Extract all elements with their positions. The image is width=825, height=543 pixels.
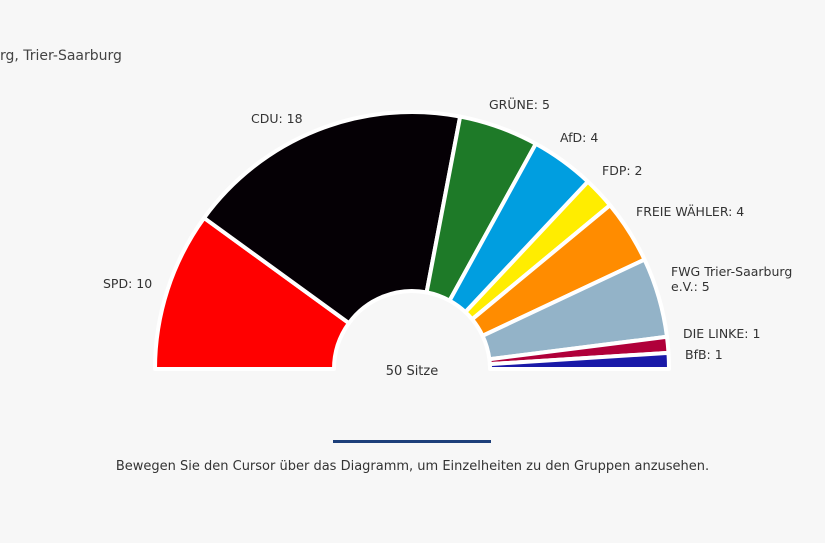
slice-spd[interactable]: [153, 215, 351, 371]
total-seats-label: 50 Sitze: [385, 364, 439, 379]
label-cdu: CDU: 18: [251, 111, 303, 126]
label-freie-waehler: FREIE WÄHLER: 4: [636, 204, 745, 219]
slice-cdu[interactable]: [202, 110, 463, 326]
divider: [333, 440, 491, 443]
label-spd: SPD: 10: [103, 276, 153, 291]
label-bfb: BfB: 1: [685, 347, 723, 362]
label-afd: AfD: 4: [560, 130, 599, 145]
slice-bfb[interactable]: [487, 350, 671, 371]
label-fwg: FWG Trier-Saarburg e.V.: 5: [671, 264, 793, 294]
chart-title: rg, Trier-Saarburg: [0, 48, 122, 64]
label-gruene: GRÜNE: 5: [489, 97, 550, 112]
label-fdp: FDP: 2: [602, 163, 643, 178]
label-die-linke: DIE LINKE: 1: [683, 326, 761, 341]
hint-text: Bewegen Sie den Cursor über das Diagramm…: [115, 459, 710, 474]
